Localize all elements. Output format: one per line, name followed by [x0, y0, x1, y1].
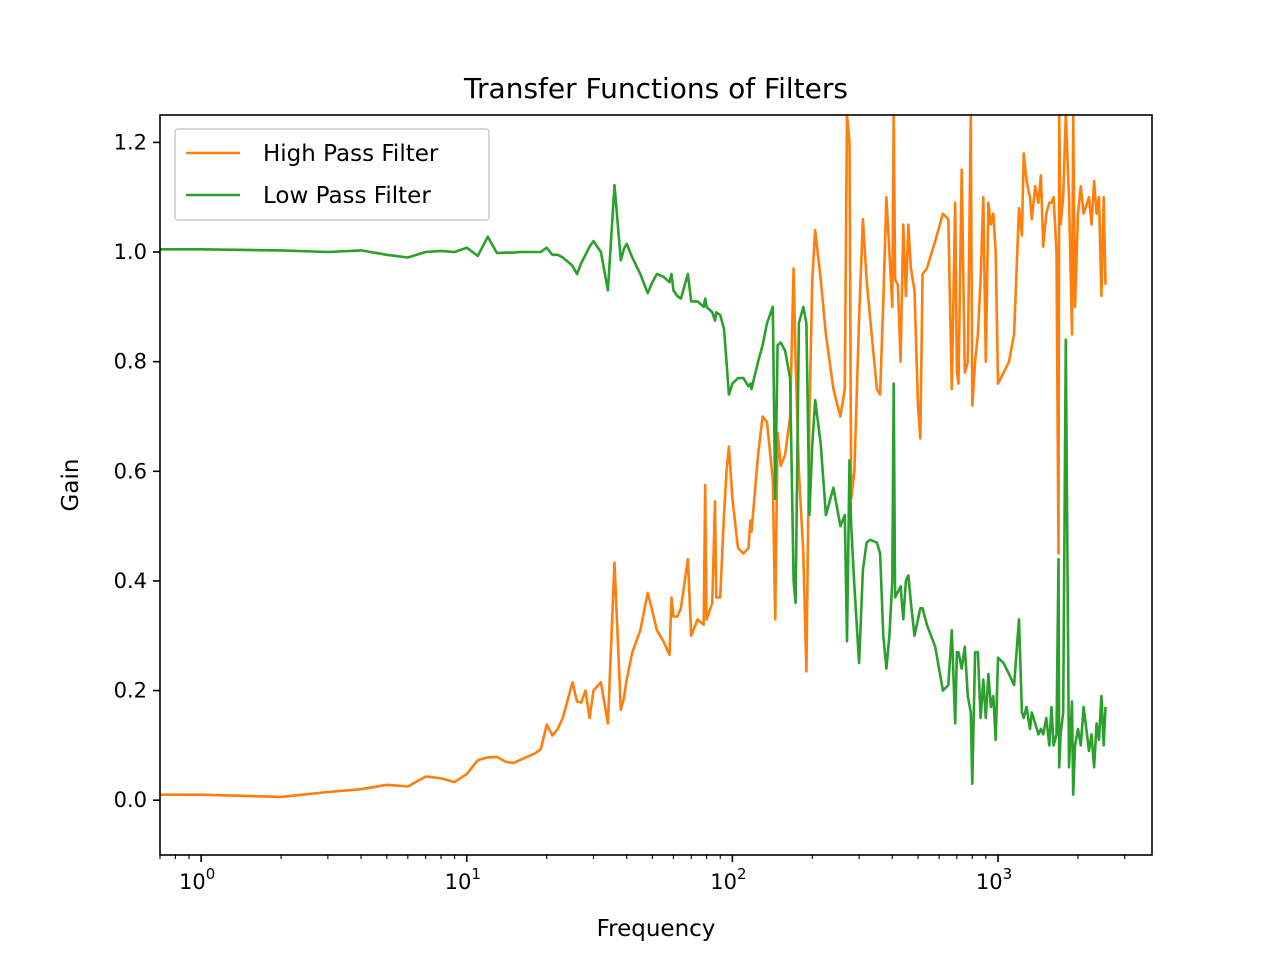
- y-tick-label: 1.0: [114, 240, 147, 264]
- plot-frame: [159, 114, 1153, 856]
- y-axis: 0.0 0.2 0.4 0.6 0.8 1.0 1.2: [114, 130, 160, 812]
- legend-box: [174, 128, 490, 221]
- series-layer: [160, 115, 1107, 799]
- x-tick-label: 103: [976, 865, 1012, 894]
- y-tick-label: 1.2: [114, 130, 147, 154]
- x-tick-label: 101: [445, 865, 481, 894]
- legend-label-1: High Pass Filter: [263, 141, 439, 167]
- x-tick-label: 102: [710, 865, 746, 894]
- series-line-2: [160, 183, 1107, 796]
- y-tick-label: 0.0: [114, 788, 147, 812]
- y-axis-label: Gain: [58, 459, 84, 512]
- x-axis: 100 101 102 103: [159, 855, 1126, 894]
- legend: High Pass Filter Low Pass Filter: [174, 128, 490, 221]
- y-tick-label: 0.8: [114, 350, 147, 374]
- chart-title: Transfer Functions of Filters: [463, 72, 848, 105]
- x-axis-label: Frequency: [597, 916, 716, 942]
- x-tick-label: 100: [179, 865, 215, 894]
- series-line-1: [160, 115, 1107, 799]
- y-tick-label: 0.4: [114, 569, 147, 593]
- plot-area: [160, 115, 1152, 855]
- legend-label-2: Low Pass Filter: [263, 183, 431, 209]
- y-tick-label: 0.6: [114, 459, 147, 483]
- y-tick-label: 0.2: [114, 679, 147, 703]
